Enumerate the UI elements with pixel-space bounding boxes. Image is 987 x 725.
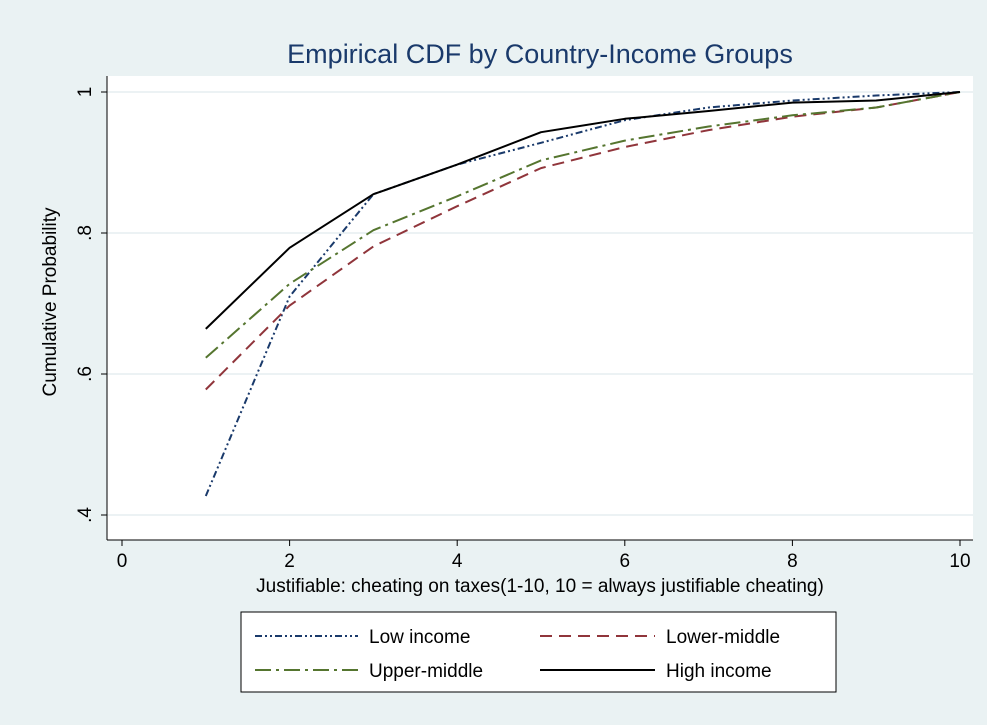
y-axis-label: Cumulative Probability bbox=[40, 207, 61, 397]
series-line-low-income bbox=[204, 91, 961, 497]
legend: Low income Lower-middle Upper-middle High i… bbox=[240, 611, 837, 693]
legend-label-upper-middle: Upper-middle bbox=[369, 661, 483, 682]
legend-box bbox=[240, 611, 837, 693]
axes: .4.6.810 2 4 6 8 10 bbox=[75, 76, 973, 572]
x-tick-label: 8 bbox=[787, 551, 798, 572]
grid-lines bbox=[107, 91, 973, 516]
chart-title: Empirical CDF by Country-Income Groups bbox=[287, 39, 793, 69]
series-line-upper-middle bbox=[205, 91, 961, 359]
y-tick-label: .6 bbox=[75, 366, 96, 382]
legend-label-low-income: Low income bbox=[369, 627, 470, 648]
x-tick-label: 2 bbox=[284, 551, 295, 572]
x-tick-label: 4 bbox=[452, 551, 463, 572]
y-tick-label: .8 bbox=[75, 225, 96, 241]
x-tick-label: 6 bbox=[620, 551, 631, 572]
series-layer bbox=[204, 91, 961, 497]
y-tick-label: .4 bbox=[75, 507, 96, 523]
x-tick-label: 0 bbox=[117, 551, 128, 572]
series-line-high-income bbox=[205, 91, 961, 330]
x-axis-label: Justifiable: cheating on taxes(1-10, 10 … bbox=[256, 576, 824, 597]
y-tick-label: 1 bbox=[75, 87, 96, 98]
legend-label-high-income: High income bbox=[666, 661, 772, 682]
x-tick-label: 10 bbox=[949, 551, 970, 572]
plot-area bbox=[107, 76, 973, 540]
legend-label-lower-middle: Lower-middle bbox=[666, 627, 780, 648]
